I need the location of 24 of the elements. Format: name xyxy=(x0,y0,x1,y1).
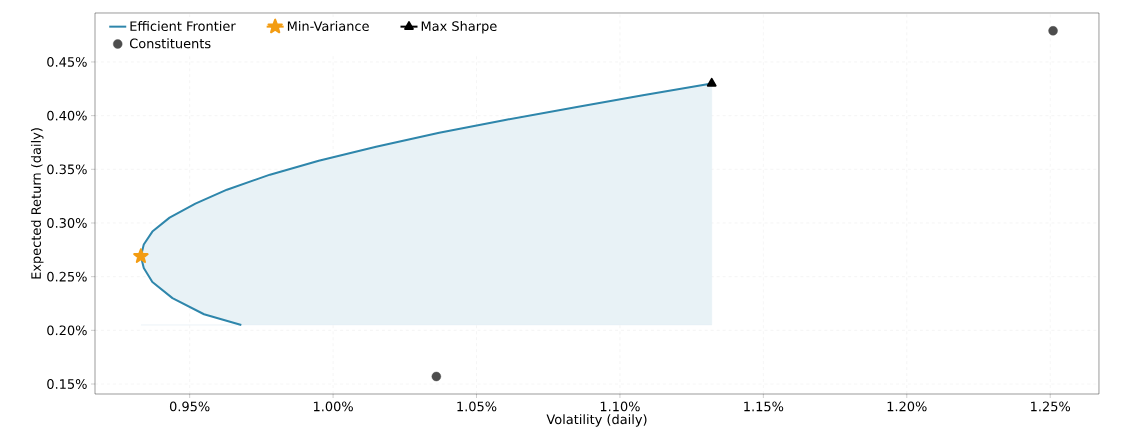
legend-label: Max Sharpe xyxy=(421,20,497,34)
y-tick-label: 0.30% xyxy=(47,218,87,228)
legend-label: Constituents xyxy=(129,38,211,49)
x-tick-label: 1.00% xyxy=(313,401,353,412)
point xyxy=(1048,26,1058,36)
point xyxy=(431,371,442,382)
y-tick-label: 0.25% xyxy=(47,271,87,282)
x-tick-label: 0.95% xyxy=(169,401,210,412)
y-axis-title: Expected Return (daily) xyxy=(30,128,44,279)
x-tick-label: 1.10% xyxy=(600,401,640,412)
x-tick-label: 1.20% xyxy=(887,401,927,412)
point xyxy=(706,77,717,87)
y-tick-label: 0.35% xyxy=(47,164,87,175)
x-tick-label: 1.05% xyxy=(457,401,497,412)
point xyxy=(133,248,149,263)
legend-label: Min-Variance xyxy=(287,20,369,32)
legend-label: Efficient Frontier xyxy=(130,20,236,32)
y-tick-label: 0.20% xyxy=(47,325,87,336)
x-axis-title: Volatility (daily) xyxy=(546,414,647,427)
x-tick-label: 1.25% xyxy=(1031,401,1071,412)
x-tick-label: 1.15% xyxy=(744,401,784,412)
y-tick-label: 0.15% xyxy=(47,379,87,389)
y-tick-label: 0.40% xyxy=(47,110,87,121)
y-tick-label: 0.45% xyxy=(47,57,87,67)
